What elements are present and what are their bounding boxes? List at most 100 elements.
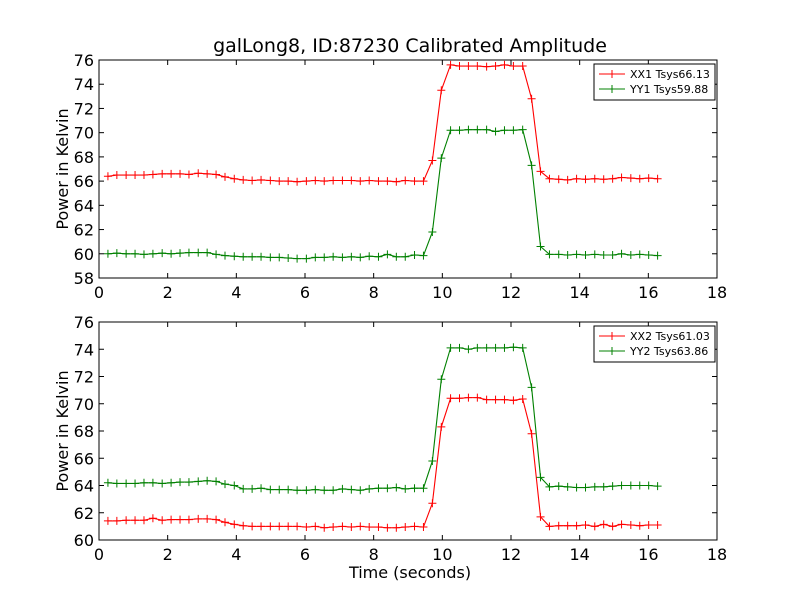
x-tick-label: 2 (163, 283, 173, 302)
bottom-chart: Power in Kelvin Time (seconds) 0 2 4 6 8 10 12… (53, 313, 727, 582)
data-point (194, 514, 203, 523)
data-point (536, 512, 545, 521)
data-point (203, 514, 212, 523)
x-tick-label: 8 (369, 545, 379, 564)
data-point (410, 522, 419, 531)
x-tick-label: 6 (300, 545, 310, 564)
data-point (158, 249, 167, 258)
data-point (491, 343, 500, 352)
data-point (563, 521, 572, 530)
data-point (338, 522, 347, 531)
data-point (473, 62, 482, 71)
data-point (248, 522, 257, 531)
y-tick-label: 62 (74, 221, 94, 240)
data-point (356, 486, 365, 495)
data-point (311, 176, 320, 185)
data-point (184, 478, 193, 487)
data-point (653, 521, 662, 530)
data-point (347, 252, 356, 261)
data-point (203, 248, 212, 257)
data-point (563, 175, 572, 184)
data-point (275, 485, 284, 494)
y-tick-label: 64 (74, 196, 94, 215)
data-point (653, 251, 662, 260)
data-point (527, 94, 536, 103)
x-tick-label: 4 (231, 545, 241, 564)
data-point (536, 473, 545, 482)
data-point (644, 174, 653, 183)
data-point (365, 252, 374, 261)
data-point (248, 252, 257, 261)
data-point (635, 521, 644, 530)
data-point (563, 482, 572, 491)
y-tick-label: 60 (74, 245, 94, 264)
data-point (329, 252, 338, 261)
data-point (374, 252, 383, 261)
data-point (644, 521, 653, 530)
data-point (257, 484, 266, 493)
data-point (617, 481, 626, 490)
data-point (383, 484, 392, 493)
data-point (338, 253, 347, 262)
data-point (347, 523, 356, 532)
data-point (527, 383, 536, 392)
data-point (518, 125, 527, 134)
data-point (293, 254, 302, 263)
data-point (509, 126, 518, 135)
data-point (139, 478, 148, 487)
y-tick-label: 72 (74, 99, 94, 118)
data-point (455, 126, 464, 135)
data-point (239, 484, 248, 493)
data-point (482, 395, 491, 404)
data-point (419, 177, 428, 186)
data-point (131, 516, 140, 525)
x-tick-label: 10 (432, 283, 452, 302)
data-point (653, 482, 662, 491)
data-point (545, 174, 554, 183)
x-tick-label: 10 (432, 545, 452, 564)
data-point (626, 174, 635, 183)
data-point (176, 169, 185, 178)
data-point (599, 482, 608, 491)
data-point (329, 486, 338, 495)
data-point (635, 250, 644, 259)
data-point (482, 125, 491, 134)
data-point (437, 422, 446, 431)
x-tick-label: 18 (707, 545, 727, 564)
data-point (167, 169, 176, 178)
y-axis-label: Power in Kelvin (53, 370, 72, 491)
data-point (446, 126, 455, 135)
data-point (392, 483, 401, 492)
data-point (248, 484, 257, 493)
data-point (383, 250, 392, 259)
data-point (581, 521, 590, 530)
y-axis-label: Power in Kelvin (53, 108, 72, 229)
data-point (437, 154, 446, 163)
data-point (410, 484, 419, 493)
data-point (410, 177, 419, 186)
data-point (212, 170, 221, 179)
data-point (653, 174, 662, 183)
data-point (158, 479, 167, 488)
legend-marker-xx1 (608, 70, 616, 78)
data-point (644, 250, 653, 259)
data-point (617, 520, 626, 529)
data-point (320, 253, 329, 262)
data-point (401, 484, 410, 493)
axes-frame (98, 59, 718, 279)
data-point (203, 169, 212, 178)
legend-label-xx2: XX2 Tsys61.03 (630, 330, 710, 343)
data-point (491, 127, 500, 136)
data-point (284, 254, 293, 263)
data-point (617, 173, 626, 182)
data-point (455, 343, 464, 352)
data-point (383, 523, 392, 532)
data-point (446, 60, 455, 69)
data-point (617, 249, 626, 258)
data-point (212, 515, 221, 524)
data-point (184, 515, 193, 524)
data-point (167, 515, 176, 524)
data-point (500, 60, 509, 69)
data-point (302, 177, 311, 186)
data-point (428, 227, 437, 236)
